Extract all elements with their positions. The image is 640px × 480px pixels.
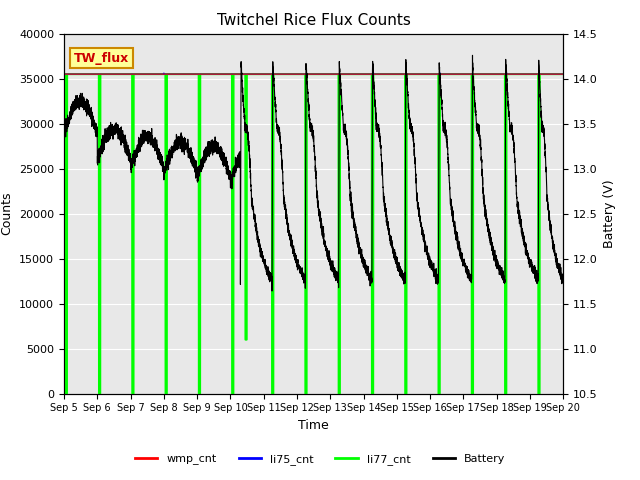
Y-axis label: Counts: Counts: [1, 192, 13, 235]
Legend: wmp_cnt, li75_cnt, li77_cnt, Battery: wmp_cnt, li75_cnt, li77_cnt, Battery: [131, 450, 509, 469]
Y-axis label: Battery (V): Battery (V): [604, 180, 616, 248]
Title: Twitchel Rice Flux Counts: Twitchel Rice Flux Counts: [217, 13, 410, 28]
X-axis label: Time: Time: [298, 419, 329, 432]
Text: TW_flux: TW_flux: [74, 51, 129, 65]
